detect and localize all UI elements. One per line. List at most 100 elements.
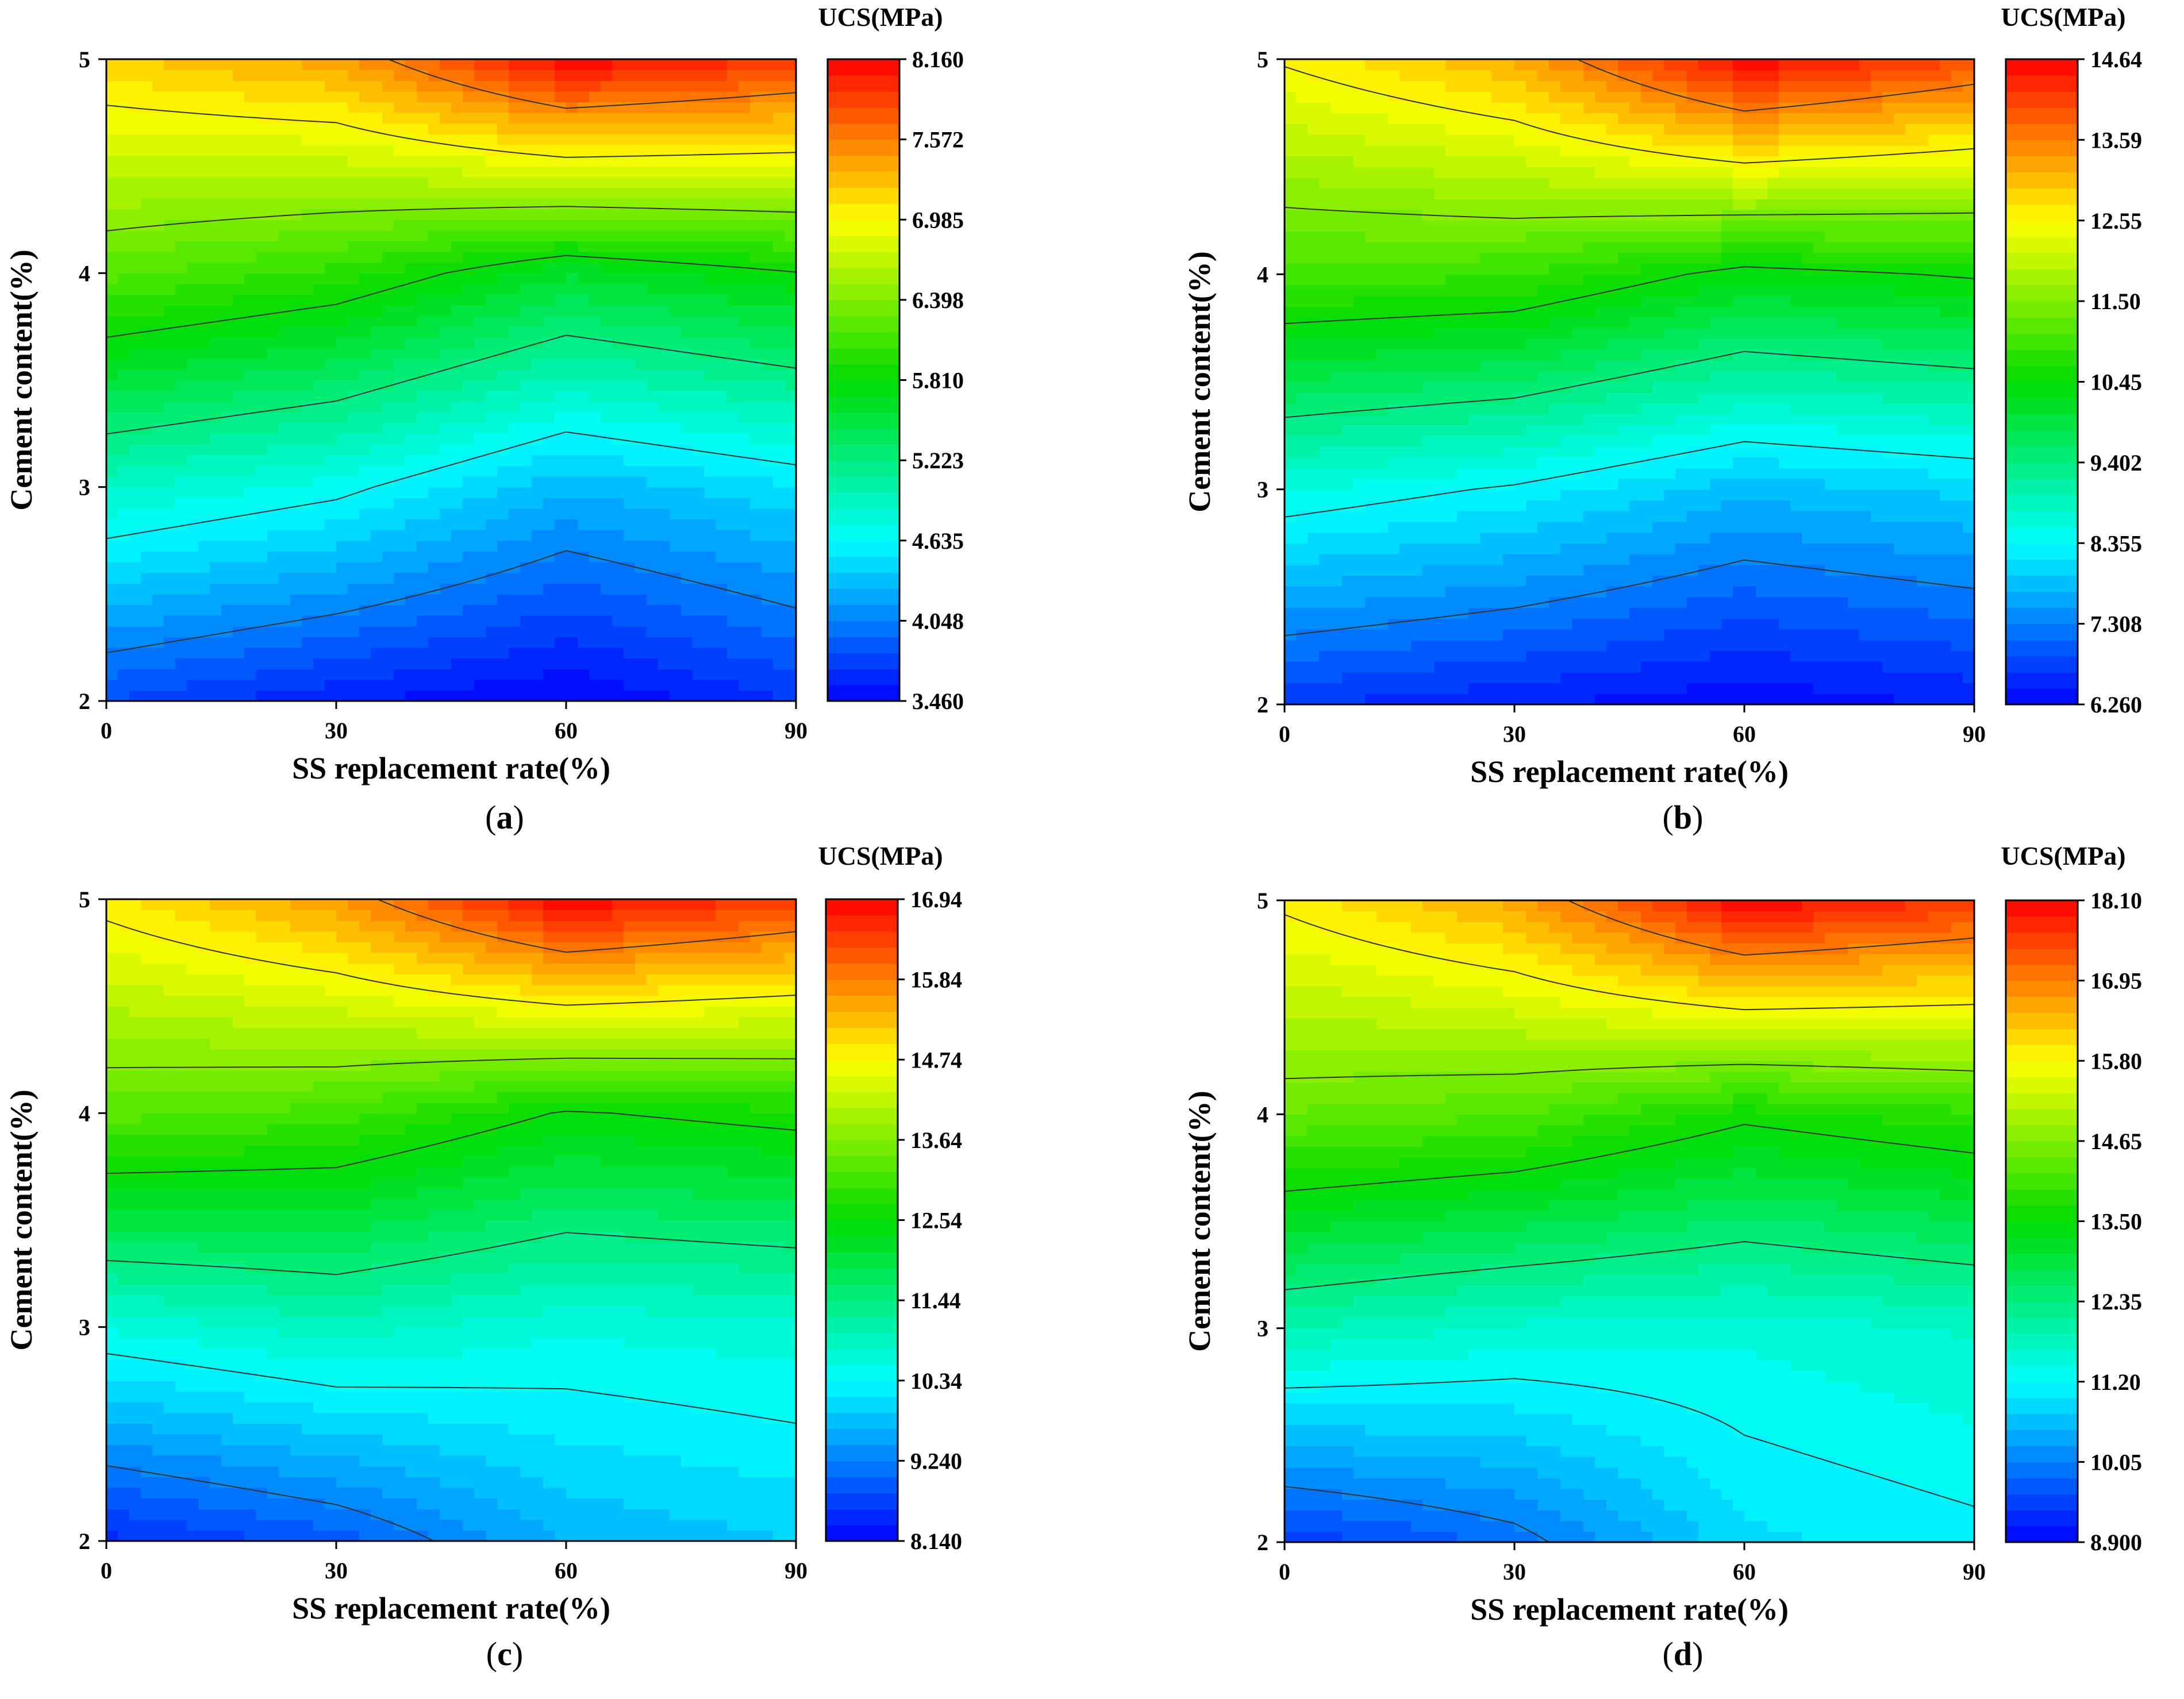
contour-cell bbox=[359, 91, 371, 103]
contour-cell bbox=[681, 230, 693, 242]
contour-cell bbox=[474, 134, 486, 145]
contour-cell bbox=[405, 519, 417, 530]
contour-cell bbox=[417, 637, 429, 648]
contour-cell bbox=[267, 198, 279, 210]
contour-cell bbox=[348, 637, 360, 648]
contour-cell bbox=[520, 498, 532, 509]
contour-cell bbox=[1940, 607, 1952, 619]
contour-cell bbox=[417, 305, 429, 317]
contour-cell bbox=[1595, 468, 1607, 479]
contour-cell bbox=[1629, 618, 1641, 630]
contour-cell bbox=[1756, 618, 1768, 630]
contour-cell bbox=[1399, 478, 1412, 490]
contour-cell bbox=[417, 209, 429, 220]
contour-cell bbox=[1802, 607, 1814, 619]
contour-cell bbox=[290, 80, 302, 92]
colorbar-band bbox=[828, 236, 899, 252]
contour-cell bbox=[164, 113, 176, 124]
contour-cell bbox=[267, 530, 279, 541]
contour-cell bbox=[624, 230, 636, 242]
contour-cell bbox=[175, 123, 187, 134]
contour-cell bbox=[635, 422, 647, 434]
contour-cell bbox=[1331, 672, 1343, 684]
contour-cell bbox=[739, 198, 751, 210]
contour-cell bbox=[566, 433, 578, 445]
contour-cell bbox=[279, 465, 291, 477]
contour-cell bbox=[164, 348, 176, 359]
contour-cell bbox=[1825, 683, 1837, 694]
contour-cell bbox=[1388, 694, 1400, 705]
contour-cell bbox=[198, 155, 210, 167]
contour-cell bbox=[497, 669, 509, 680]
contour-cell bbox=[1756, 661, 1768, 673]
contour-cell bbox=[336, 647, 348, 659]
contour-cell bbox=[589, 315, 601, 328]
contour-cell bbox=[589, 679, 601, 691]
contour-cell bbox=[716, 487, 728, 498]
contour-cell bbox=[670, 241, 682, 252]
contour-cell bbox=[313, 679, 325, 691]
contour-cell bbox=[417, 465, 429, 477]
contour-cell bbox=[256, 658, 268, 669]
contour-cell bbox=[1871, 683, 1883, 694]
contour-cell bbox=[1308, 661, 1320, 673]
colorbar-band bbox=[828, 460, 899, 477]
contour-cell bbox=[1308, 607, 1320, 619]
contour-cell bbox=[750, 315, 762, 328]
contour-cell bbox=[704, 594, 716, 606]
contour-cell bbox=[1354, 586, 1366, 598]
contour-cell bbox=[1675, 672, 1687, 684]
contour-cell bbox=[164, 252, 176, 263]
contour-cell bbox=[497, 530, 509, 541]
contour-cell bbox=[1882, 586, 1894, 598]
contour-cell bbox=[509, 433, 521, 445]
contour-cell bbox=[1342, 564, 1354, 576]
contour-cell bbox=[118, 155, 130, 167]
contour-cell bbox=[1790, 532, 1802, 544]
contour-cell bbox=[1560, 607, 1572, 619]
contour-cell bbox=[118, 508, 130, 520]
contour-cell bbox=[716, 615, 728, 627]
contour-cell bbox=[164, 690, 176, 702]
contour-cell bbox=[106, 679, 118, 691]
contour-cell bbox=[313, 530, 325, 541]
contour-cell bbox=[1733, 521, 1745, 533]
contour-cell bbox=[210, 476, 222, 488]
contour-cell bbox=[1733, 511, 1745, 522]
contour-cell bbox=[463, 465, 475, 477]
contour-cell bbox=[520, 658, 532, 669]
contour-cell bbox=[716, 626, 728, 637]
contour-cell bbox=[1606, 489, 1618, 500]
contour-cell bbox=[486, 337, 498, 349]
contour-cell bbox=[1802, 575, 1814, 587]
contour-cell bbox=[256, 487, 268, 498]
contour-cell bbox=[1675, 553, 1687, 565]
contour-cell bbox=[1595, 532, 1607, 544]
contour-cell bbox=[152, 637, 164, 648]
contour-cell bbox=[1537, 511, 1549, 522]
contour-cell bbox=[739, 615, 751, 627]
contour-cell bbox=[1537, 618, 1549, 630]
contour-cell bbox=[704, 166, 716, 178]
colorbar-band bbox=[828, 380, 899, 397]
contour-cell bbox=[106, 572, 118, 584]
contour-cell bbox=[543, 294, 555, 306]
contour-cell bbox=[428, 487, 440, 498]
contour-cell bbox=[670, 305, 682, 317]
contour-cell bbox=[1457, 629, 1469, 641]
contour-cell bbox=[785, 219, 797, 231]
contour-cell bbox=[474, 326, 486, 338]
contour-cell bbox=[233, 551, 245, 563]
contour-cell bbox=[290, 540, 302, 552]
contour-cell bbox=[474, 604, 486, 616]
contour-cell bbox=[325, 454, 337, 467]
contour-cell bbox=[1779, 564, 1791, 576]
contour-cell bbox=[785, 658, 797, 669]
contour-cell bbox=[635, 176, 647, 188]
contour-cell bbox=[785, 444, 797, 456]
contour-cell bbox=[589, 262, 601, 273]
contour-cell bbox=[221, 508, 233, 520]
contour-cell bbox=[566, 123, 578, 134]
contour-cell bbox=[221, 412, 233, 423]
contour-cell bbox=[267, 252, 279, 263]
